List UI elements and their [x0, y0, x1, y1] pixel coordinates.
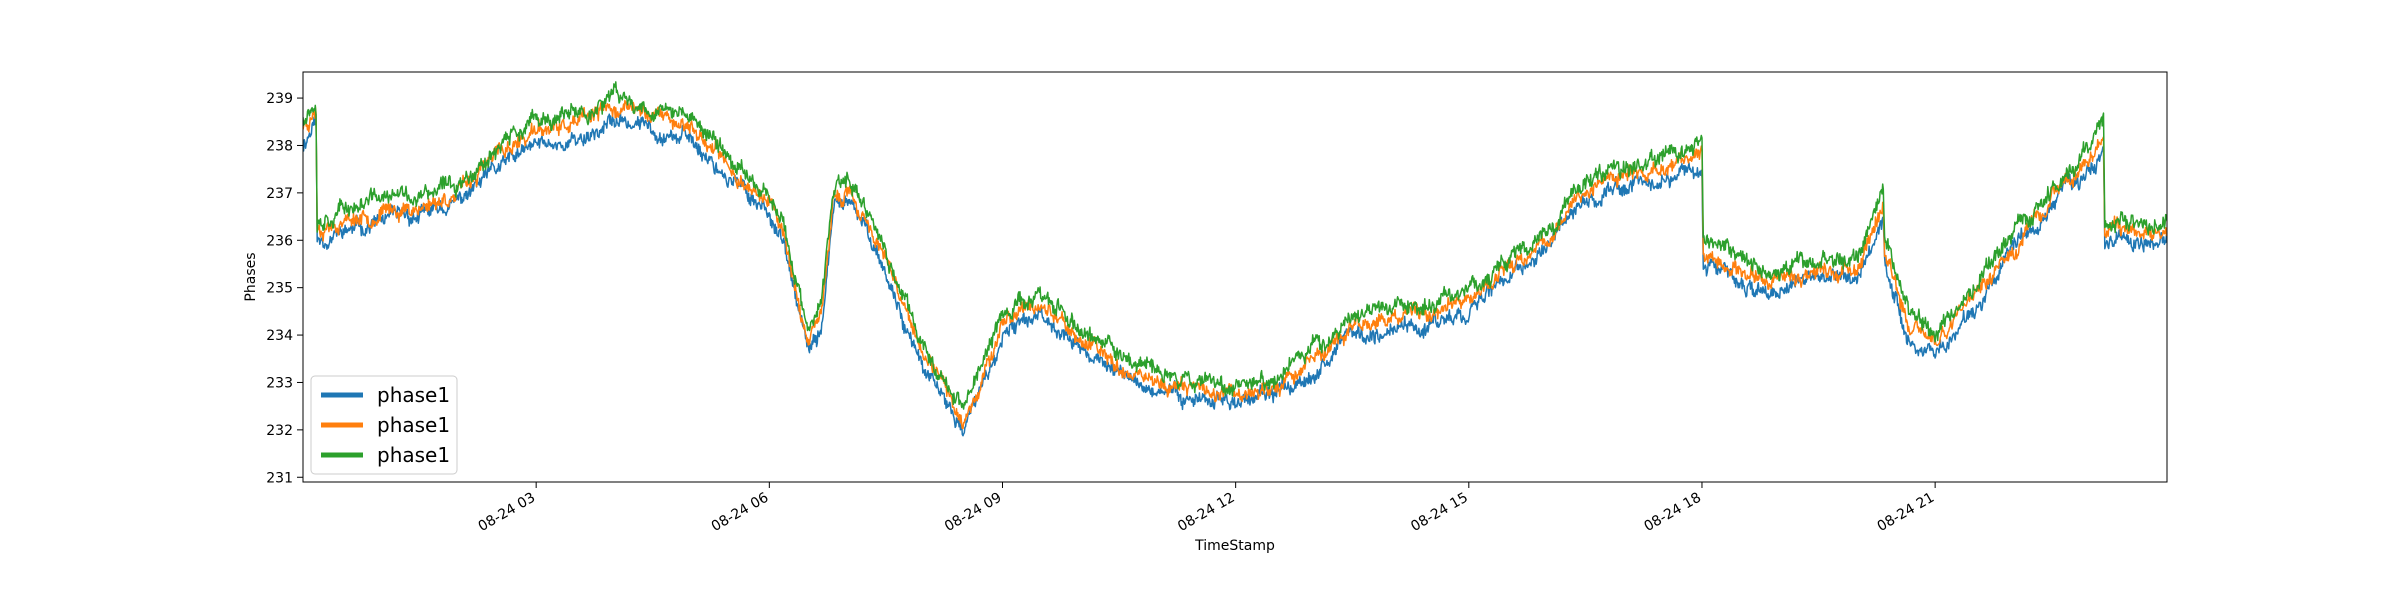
legend-box [310, 375, 458, 475]
y-tick-label: 232 [266, 423, 293, 439]
legend-label: phase1 [377, 383, 450, 407]
legend-label: phase1 [377, 413, 450, 437]
plot-area [302, 71, 2168, 483]
plot-frame [302, 71, 2168, 483]
y-tick-label: 231 [266, 470, 293, 486]
x-axis-title: TimeStamp [1194, 538, 1275, 554]
y-axis-title: Phases [243, 252, 259, 301]
y-tick-label: 239 [266, 91, 293, 107]
y-tick-label: 236 [266, 233, 293, 249]
y-tick-label: 237 [266, 186, 293, 202]
y-tick-label: 234 [266, 328, 293, 344]
legend-label: phase1 [377, 443, 450, 467]
y-axis: 231 232 233 234 235 236 237 238 239 [266, 91, 303, 486]
series-line-1 [303, 111, 2167, 437]
series-group [303, 81, 2167, 437]
y-tick-label: 233 [266, 375, 293, 391]
y-tick-label: 238 [266, 138, 293, 154]
series-line-3 [303, 81, 2167, 410]
series-line-2 [303, 99, 2167, 430]
y-tick-label: 235 [266, 281, 293, 297]
legend: phase1 phase1 phase1 [310, 375, 458, 475]
